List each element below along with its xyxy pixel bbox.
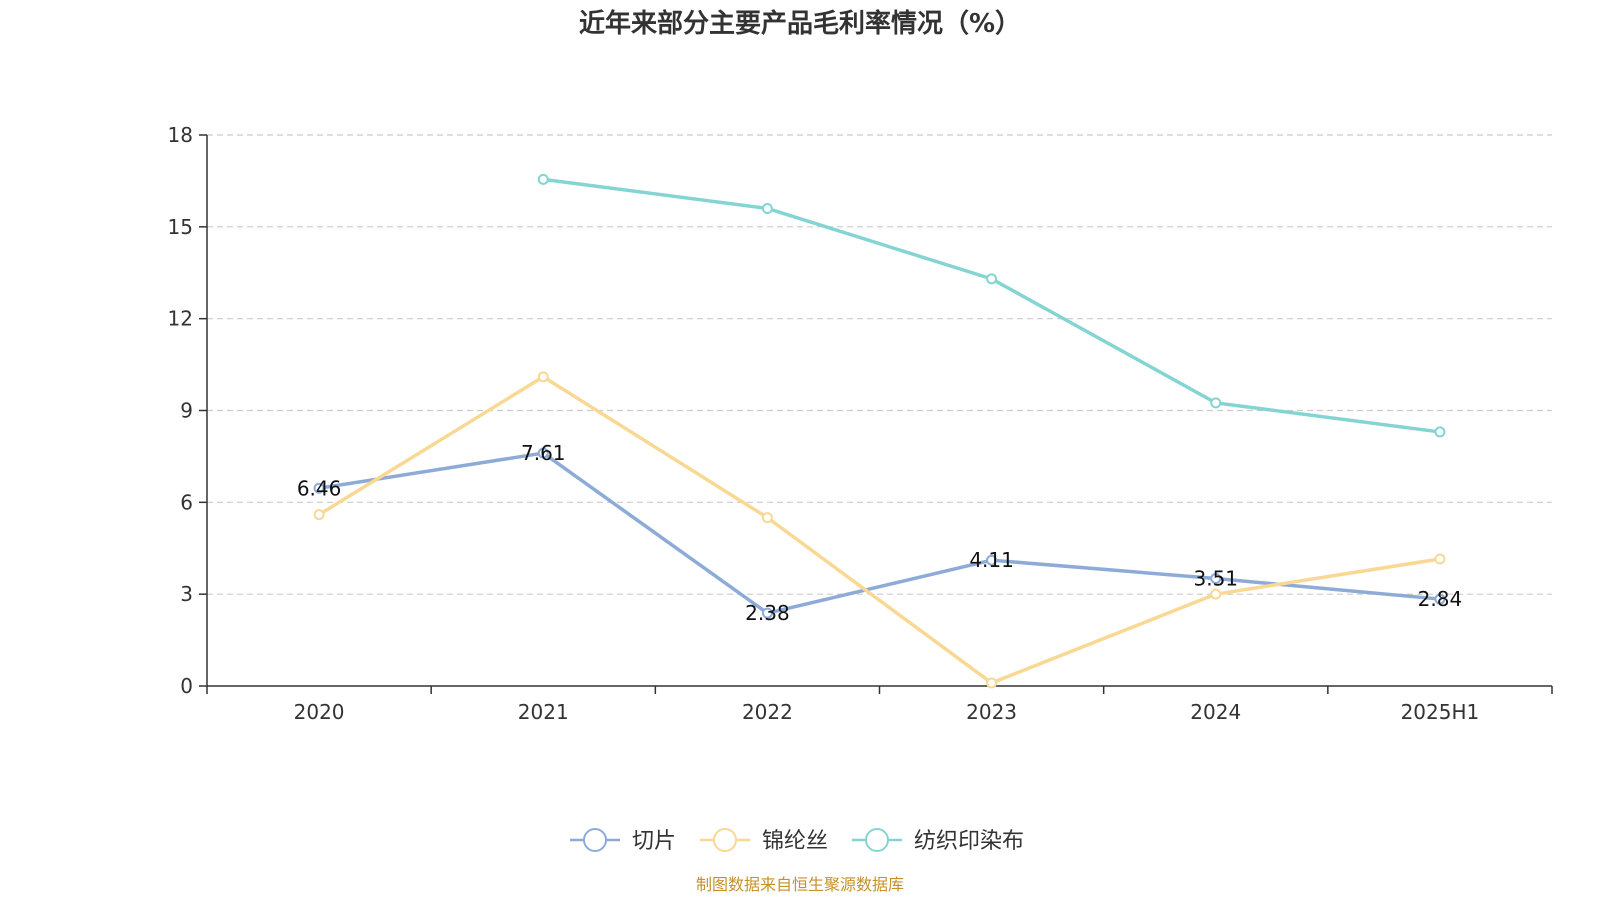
series-line [317, 375, 1442, 685]
data-point[interactable] [986, 273, 998, 285]
y-tick-label: 9 [180, 399, 193, 423]
legend: 切片 锦纶丝 纺织印染布 [570, 828, 1024, 854]
series-line [541, 177, 1442, 434]
axis-layer: 0 3 6 9 12 15 18 2020 2021 2022 2023 2024 2025H1 [168, 123, 1553, 724]
series-layer [313, 173, 1446, 689]
legend-marker [583, 828, 607, 852]
legend-marker [865, 828, 889, 852]
legend-marker [713, 828, 737, 852]
legend-label: 切片 [632, 829, 676, 854]
y-tick-label: 15 [168, 215, 193, 239]
series-2 [537, 173, 1446, 438]
data-point[interactable] [986, 554, 998, 566]
series-0 [313, 447, 1446, 619]
x-tick-label: 2025H1 [1401, 700, 1480, 724]
x-tick-label: 2022 [742, 700, 793, 724]
y-tick-label: 18 [168, 123, 193, 147]
data-point[interactable] [537, 447, 549, 459]
grid-layer [207, 134, 1552, 595]
legend-label: 锦纶丝 [762, 829, 828, 854]
legend-label: 纺织印染布 [914, 829, 1024, 854]
data-label: 6.46 [297, 476, 342, 500]
data-point[interactable] [761, 202, 773, 214]
legend-item[interactable]: 切片 [570, 828, 676, 854]
legend-item[interactable]: 锦纶丝 [700, 828, 828, 854]
source-note: 制图数据来自恒生聚源数据库 [696, 875, 904, 894]
x-tick-label: 2020 [294, 700, 345, 724]
data-point[interactable] [537, 173, 549, 185]
data-point[interactable] [1434, 593, 1446, 605]
data-point[interactable] [1210, 573, 1222, 585]
data-point[interactable] [761, 512, 773, 524]
y-tick-label: 0 [180, 674, 193, 698]
data-point[interactable] [313, 509, 325, 521]
data-label-layer: 6.46 7.61 2.38 4.11 3.51 2.84 [297, 441, 1462, 625]
y-tick-label: 3 [180, 582, 193, 606]
series-1 [313, 371, 1446, 689]
x-tick-label: 2021 [518, 700, 569, 724]
data-label: 3.51 [1193, 567, 1238, 591]
y-tick-label: 12 [168, 307, 193, 331]
data-label: 4.11 [969, 548, 1014, 572]
data-point[interactable] [1210, 397, 1222, 409]
data-point[interactable] [1210, 588, 1222, 600]
data-point[interactable] [1434, 426, 1446, 438]
data-point[interactable] [761, 607, 773, 619]
data-label: 2.38 [745, 601, 790, 625]
legend-item[interactable]: 纺织印染布 [852, 828, 1024, 854]
data-point[interactable] [313, 482, 325, 494]
chart-title: 近年来部分主要产品毛利率情况（%） [579, 8, 1021, 39]
data-label: 2.84 [1418, 587, 1463, 611]
data-label: 7.61 [521, 441, 566, 465]
data-point[interactable] [986, 677, 998, 689]
data-point[interactable] [537, 371, 549, 383]
x-tick-label: 2024 [1190, 700, 1241, 724]
y-tick-label: 6 [180, 490, 193, 514]
data-point[interactable] [1434, 553, 1446, 565]
series-line [317, 451, 1442, 615]
x-tick-label: 2023 [966, 700, 1017, 724]
